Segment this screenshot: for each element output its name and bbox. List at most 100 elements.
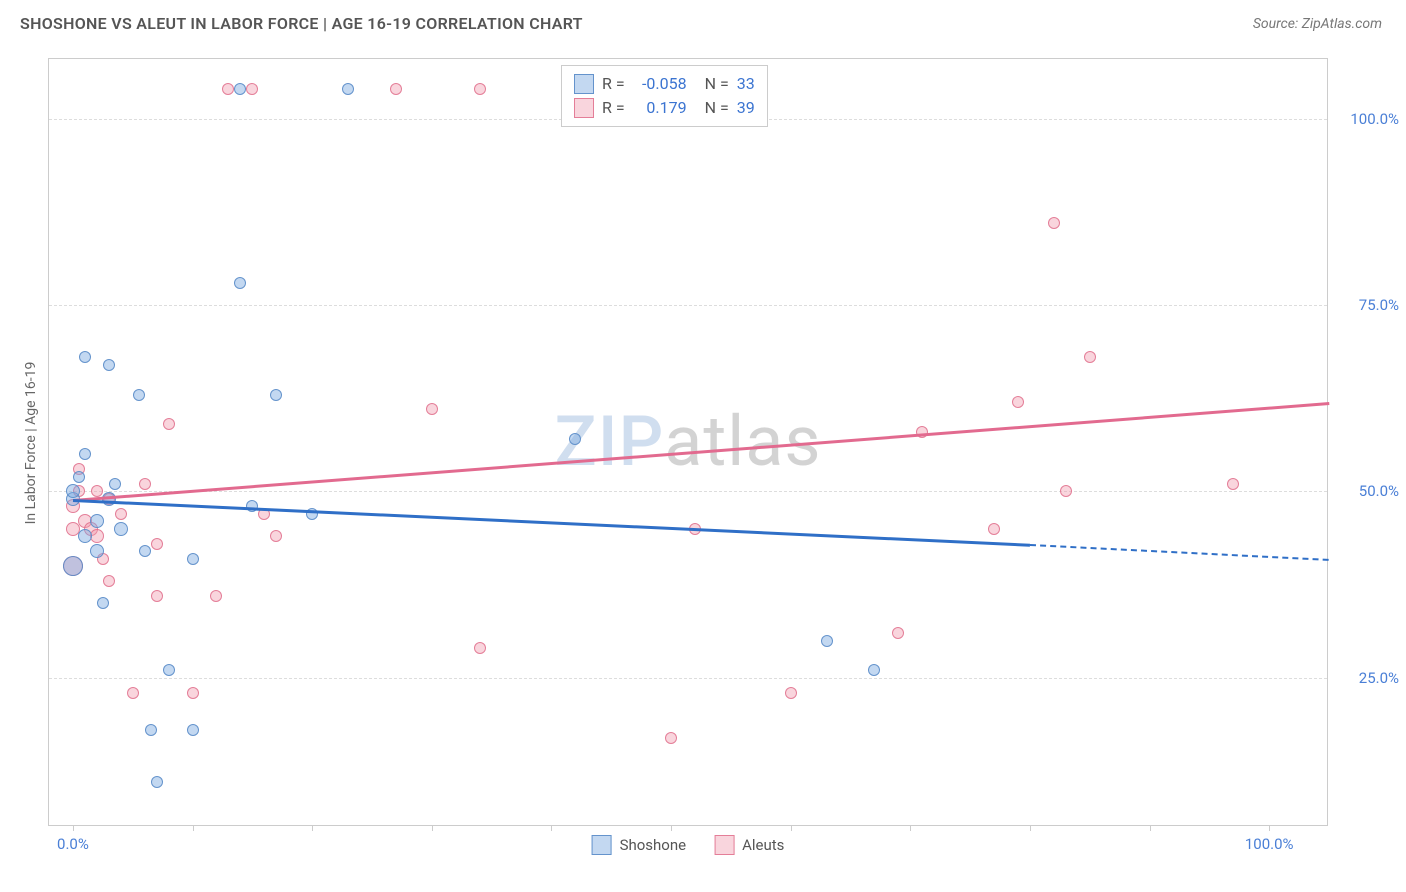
correlation-legend-row: R = -0.058 N = 33 [574,72,755,96]
scatter-point-aleuts [1227,478,1239,490]
scatter-point-aleuts [246,83,258,95]
scatter-point-shoshone [66,484,80,498]
r-value: 0.179 [633,96,687,120]
scatter-point-shoshone [569,433,581,445]
chart-source: Source: ZipAtlas.com [1253,16,1382,32]
scatter-point-aleuts [91,485,103,497]
scatter-point-aleuts [1084,351,1096,363]
y-tick-label: 25.0% [1339,669,1399,687]
trend-line [73,402,1329,501]
x-tick-mark [73,825,74,831]
scatter-point-shoshone [97,597,109,609]
scatter-point-aleuts [151,590,163,602]
n-label: N = [705,96,729,120]
scatter-point-shoshone [868,664,880,676]
scatter-point-aleuts [474,83,486,95]
scatter-point-shoshone [163,664,175,676]
scatter-point-shoshone [63,556,83,576]
r-value: -0.058 [633,72,687,96]
source-name: ZipAtlas.com [1302,16,1382,32]
scatter-point-shoshone [103,359,115,371]
y-axis-title: In Labor Force | Age 16-19 [23,362,39,525]
chart-header: SHOSHONE VS ALEUT IN LABOR FORCE | AGE 1… [0,0,1406,43]
scatter-point-aleuts [90,529,104,543]
correlation-legend: R = -0.058 N = 33 R = 0.179 N = 39 [561,65,768,127]
r-label: R = [602,72,625,96]
scatter-point-shoshone [234,277,246,289]
scatter-point-aleuts [1012,396,1024,408]
gridline [49,491,1327,492]
scatter-point-aleuts [988,523,1000,535]
x-tick-mark [791,825,792,831]
n-value: 39 [737,96,755,120]
n-label: N = [705,72,729,96]
x-tick-mark [432,825,433,831]
chart-title: SHOSHONE VS ALEUT IN LABOR FORCE | AGE 1… [20,14,583,33]
scatter-plot: 25.0%50.0%75.0%100.0%0.0%100.0%ZIPatlasR… [48,58,1328,826]
source-prefix: Source: [1253,16,1302,32]
scatter-point-shoshone [79,448,91,460]
scatter-point-shoshone [234,83,246,95]
scatter-point-aleuts [426,403,438,415]
x-tick-mark [312,825,313,831]
scatter-point-shoshone [133,389,145,401]
x-tick-label: 0.0% [57,835,89,853]
r-label: R = [602,96,625,120]
n-value: 33 [737,72,755,96]
scatter-point-aleuts [115,508,127,520]
scatter-point-shoshone [342,83,354,95]
legend-swatch [714,835,734,855]
scatter-point-aleuts [151,538,163,550]
x-tick-mark [193,825,194,831]
scatter-point-aleuts [390,83,402,95]
scatter-point-aleuts [187,687,199,699]
scatter-point-aleuts [127,687,139,699]
scatter-point-shoshone [145,724,157,736]
scatter-point-shoshone [90,514,104,528]
legend-swatch [574,74,594,94]
legend-item-aleuts: Aleuts [714,835,784,855]
watermark: ZIPatlas [555,401,822,483]
y-tick-label: 100.0% [1339,110,1399,128]
y-tick-label: 75.0% [1339,296,1399,314]
scatter-point-aleuts [1060,485,1072,497]
scatter-point-aleuts [139,478,151,490]
x-tick-mark [551,825,552,831]
scatter-point-shoshone [90,544,104,558]
scatter-point-aleuts [892,627,904,639]
correlation-legend-row: R = 0.179 N = 39 [574,96,755,120]
scatter-point-shoshone [139,545,151,557]
x-tick-label: 100.0% [1245,835,1294,853]
x-tick-mark [1269,825,1270,831]
scatter-point-aleuts [163,418,175,430]
x-tick-mark [1030,825,1031,831]
scatter-point-aleuts [665,732,677,744]
legend-swatch [592,835,612,855]
y-tick-label: 50.0% [1339,482,1399,500]
scatter-point-aleuts [270,530,282,542]
scatter-point-aleuts [222,83,234,95]
scatter-point-shoshone [151,776,163,788]
scatter-point-aleuts [1048,217,1060,229]
scatter-point-aleuts [103,575,115,587]
x-tick-mark [671,825,672,831]
scatter-point-shoshone [187,724,199,736]
scatter-point-shoshone [270,389,282,401]
legend-swatch [574,98,594,118]
trend-line [73,499,1030,546]
scatter-point-shoshone [821,635,833,647]
x-tick-mark [910,825,911,831]
gridline [49,678,1327,679]
scatter-point-aleuts [210,590,222,602]
scatter-point-shoshone [187,553,199,565]
scatter-point-shoshone [114,522,128,536]
trend-line-dashed [1030,544,1329,561]
scatter-point-shoshone [73,471,85,483]
x-tick-mark [1150,825,1151,831]
scatter-point-aleuts [785,687,797,699]
scatter-point-shoshone [78,529,92,543]
legend-label: Shoshone [620,836,687,854]
series-legend: Shoshone Aleuts [592,835,785,855]
scatter-point-aleuts [474,642,486,654]
scatter-point-shoshone [109,478,121,490]
